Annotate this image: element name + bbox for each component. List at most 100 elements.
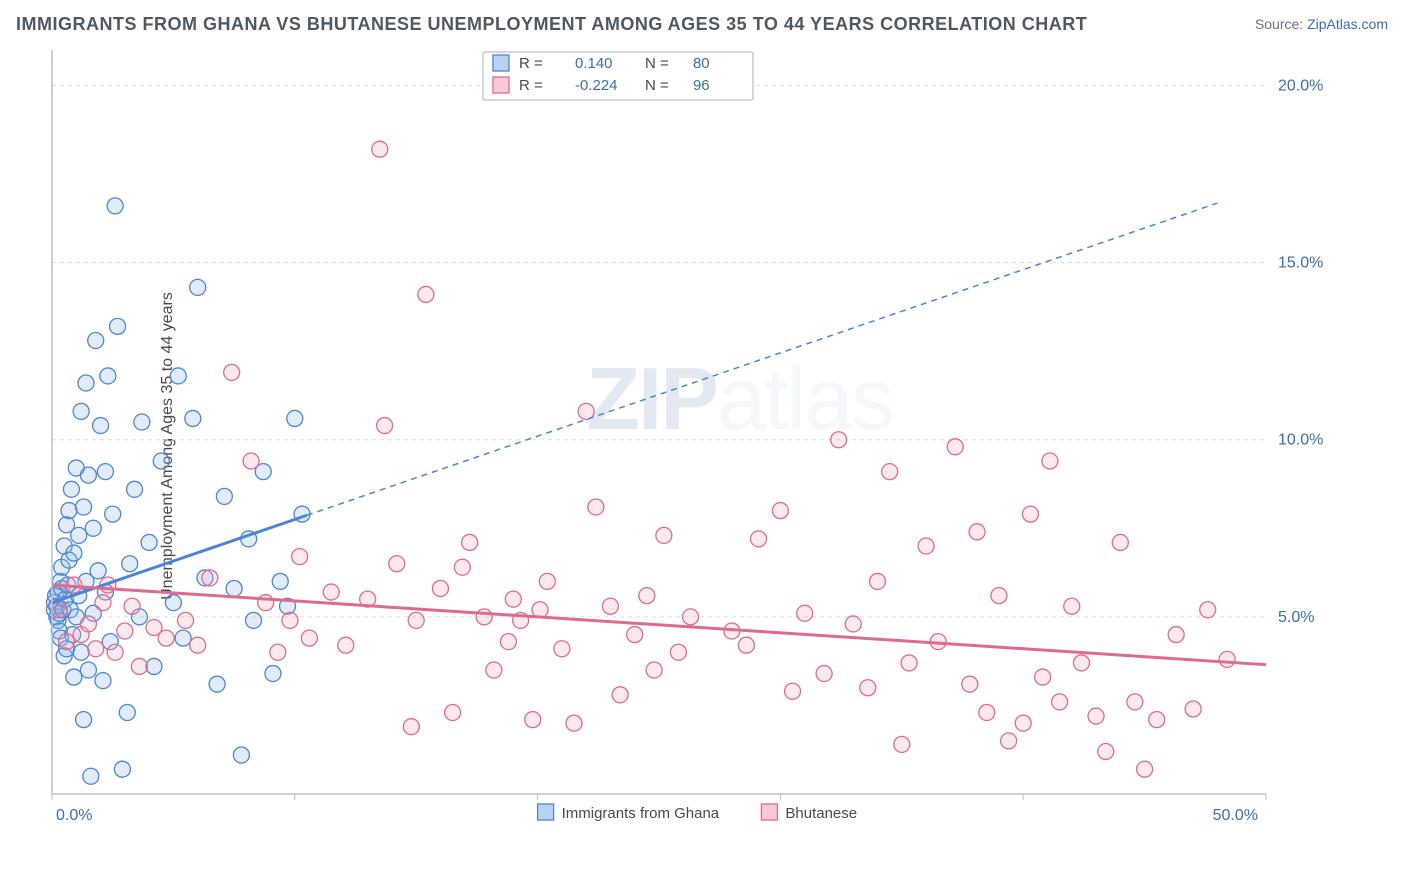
- scatter-point: [627, 627, 643, 643]
- scatter-point: [127, 481, 143, 497]
- scatter-point: [1200, 602, 1216, 618]
- scatter-point: [131, 658, 147, 674]
- scatter-point: [114, 761, 130, 777]
- scatter-point: [95, 595, 111, 611]
- scatter-point: [1168, 627, 1184, 643]
- legend-r-value: 0.140: [575, 55, 613, 72]
- source-label: Source: ZipAtlas.com: [1255, 16, 1388, 32]
- scatter-point: [85, 520, 101, 536]
- scatter-point: [78, 375, 94, 391]
- scatter-point: [90, 563, 106, 579]
- scatter-point: [831, 432, 847, 448]
- scatter-point: [947, 439, 963, 455]
- scatter-point: [83, 768, 99, 784]
- scatter-point: [525, 712, 541, 728]
- legend-swatch: [538, 804, 554, 820]
- scatter-point: [178, 612, 194, 628]
- scatter-point: [73, 403, 89, 419]
- scatter-point: [505, 591, 521, 607]
- scatter-point: [918, 538, 934, 554]
- scatter-point: [1088, 708, 1104, 724]
- scatter-point: [61, 503, 77, 519]
- scatter-point: [134, 414, 150, 430]
- scatter-point: [146, 658, 162, 674]
- legend-swatch: [493, 77, 509, 93]
- y-tick-label: 20.0%: [1278, 77, 1323, 94]
- scatter-point: [51, 602, 67, 618]
- scatter-point: [71, 527, 87, 543]
- scatter-point: [539, 573, 555, 589]
- scatter-point: [418, 286, 434, 302]
- scatter-point: [772, 503, 788, 519]
- y-tick-label: 10.0%: [1278, 432, 1323, 449]
- scatter-point: [500, 634, 516, 650]
- scatter-point: [991, 588, 1007, 604]
- scatter-point: [612, 687, 628, 703]
- scatter-point: [901, 655, 917, 671]
- scatter-point: [76, 499, 92, 515]
- scatter-point: [63, 481, 79, 497]
- scatter-point: [1185, 701, 1201, 717]
- scatter-point: [738, 637, 754, 653]
- legend-r-value: -0.224: [575, 77, 618, 94]
- scatter-point: [476, 609, 492, 625]
- scatter-point: [170, 368, 186, 384]
- scatter-point: [1001, 733, 1017, 749]
- scatter-point: [80, 662, 96, 678]
- scatter-point: [656, 527, 672, 543]
- scatter-point: [1137, 761, 1153, 777]
- scatter-point: [894, 736, 910, 752]
- scatter-point: [80, 616, 96, 632]
- scatter-point: [270, 644, 286, 660]
- legend-swatch: [761, 804, 777, 820]
- scatter-point: [233, 747, 249, 763]
- source-prefix: Source:: [1255, 16, 1303, 32]
- legend-r-label: R =: [519, 55, 543, 72]
- scatter-point: [602, 598, 618, 614]
- scatter-point: [105, 506, 121, 522]
- legend-series-label: Immigrants from Ghana: [562, 805, 720, 822]
- scatter-point: [454, 559, 470, 575]
- y-tick-label: 15.0%: [1278, 255, 1323, 272]
- scatter-point: [1112, 534, 1128, 550]
- scatter-point: [66, 545, 82, 561]
- scatter-point: [338, 637, 354, 653]
- scatter-point: [870, 573, 886, 589]
- watermark: ZIPatlas: [586, 349, 893, 448]
- scatter-point: [646, 662, 662, 678]
- scatter-point: [1149, 712, 1165, 728]
- scatter-point: [141, 534, 157, 550]
- legend-n-value: 96: [693, 77, 710, 94]
- chart-title: IMMIGRANTS FROM GHANA VS BHUTANESE UNEMP…: [16, 14, 1087, 35]
- scatter-point: [59, 634, 75, 650]
- scatter-point: [588, 499, 604, 515]
- scatter-point: [389, 556, 405, 572]
- scatter-point: [462, 534, 478, 550]
- scatter-point: [224, 364, 240, 380]
- scatter-point: [190, 279, 206, 295]
- scatter-point: [66, 669, 82, 685]
- scatter-point: [372, 141, 388, 157]
- scatter-point: [122, 556, 138, 572]
- scatter-point: [107, 644, 123, 660]
- scatter-point: [97, 464, 113, 480]
- scatter-point: [282, 612, 298, 628]
- scatter-point: [272, 573, 288, 589]
- scatter-point: [1098, 743, 1114, 759]
- x-tick-label: 50.0%: [1213, 807, 1258, 824]
- scatter-point: [287, 410, 303, 426]
- scatter-point: [566, 715, 582, 731]
- scatter-point: [202, 570, 218, 586]
- scatter-point: [88, 333, 104, 349]
- scatter-point: [76, 712, 92, 728]
- scatter-point: [962, 676, 978, 692]
- legend-series-label: Bhutanese: [785, 805, 857, 822]
- scatter-point: [1015, 715, 1031, 731]
- source-link[interactable]: ZipAtlas.com: [1307, 16, 1388, 32]
- scatter-point: [1052, 694, 1068, 710]
- scatter-point: [185, 410, 201, 426]
- scatter-point: [377, 418, 393, 434]
- scatter-point: [432, 581, 448, 597]
- scatter-point: [751, 531, 767, 547]
- scatter-point: [639, 588, 655, 604]
